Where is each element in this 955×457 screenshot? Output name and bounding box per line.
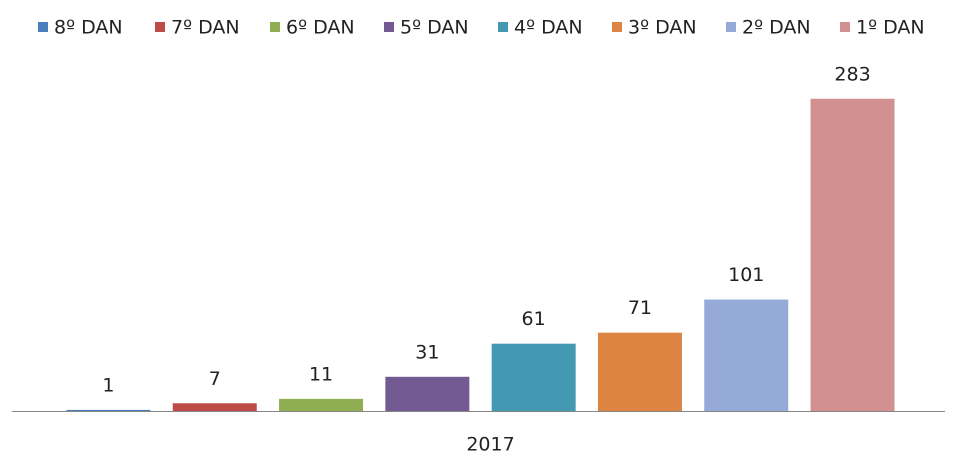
- bar: [597, 332, 682, 411]
- legend-label: 4º DAN: [514, 17, 583, 39]
- bar: [385, 376, 470, 411]
- legend-swatch: [38, 22, 48, 32]
- data-label: 31: [415, 341, 439, 363]
- legend-swatch: [726, 22, 736, 32]
- bar: [704, 299, 789, 411]
- legend-label: 6º DAN: [286, 17, 355, 39]
- data-label: 283: [834, 63, 870, 85]
- legend-label: 8º DAN: [54, 17, 123, 39]
- bar: [66, 409, 151, 411]
- legend-swatch: [498, 22, 508, 32]
- x-tick-label: 2017: [466, 434, 514, 456]
- bar: [491, 343, 576, 411]
- data-label: 11: [309, 363, 333, 385]
- legend-swatch: [840, 22, 850, 32]
- bar: [172, 403, 257, 411]
- legend-label: 2º DAN: [742, 17, 811, 39]
- data-label: 7: [209, 368, 221, 390]
- bar: [810, 98, 895, 412]
- data-label: 61: [522, 308, 546, 330]
- data-label: 1: [102, 374, 114, 396]
- legend-label: 5º DAN: [400, 17, 469, 39]
- data-label: 101: [728, 264, 764, 286]
- bar: [279, 398, 364, 411]
- legend-swatch: [155, 22, 165, 32]
- legend-swatch: [270, 22, 280, 32]
- legend-label: 7º DAN: [171, 17, 240, 39]
- legend-swatch: [612, 22, 622, 32]
- legend-label: 3º DAN: [628, 17, 697, 39]
- legend-label: 1º DAN: [856, 17, 925, 39]
- data-label: 71: [628, 297, 652, 319]
- legend-swatch: [384, 22, 394, 32]
